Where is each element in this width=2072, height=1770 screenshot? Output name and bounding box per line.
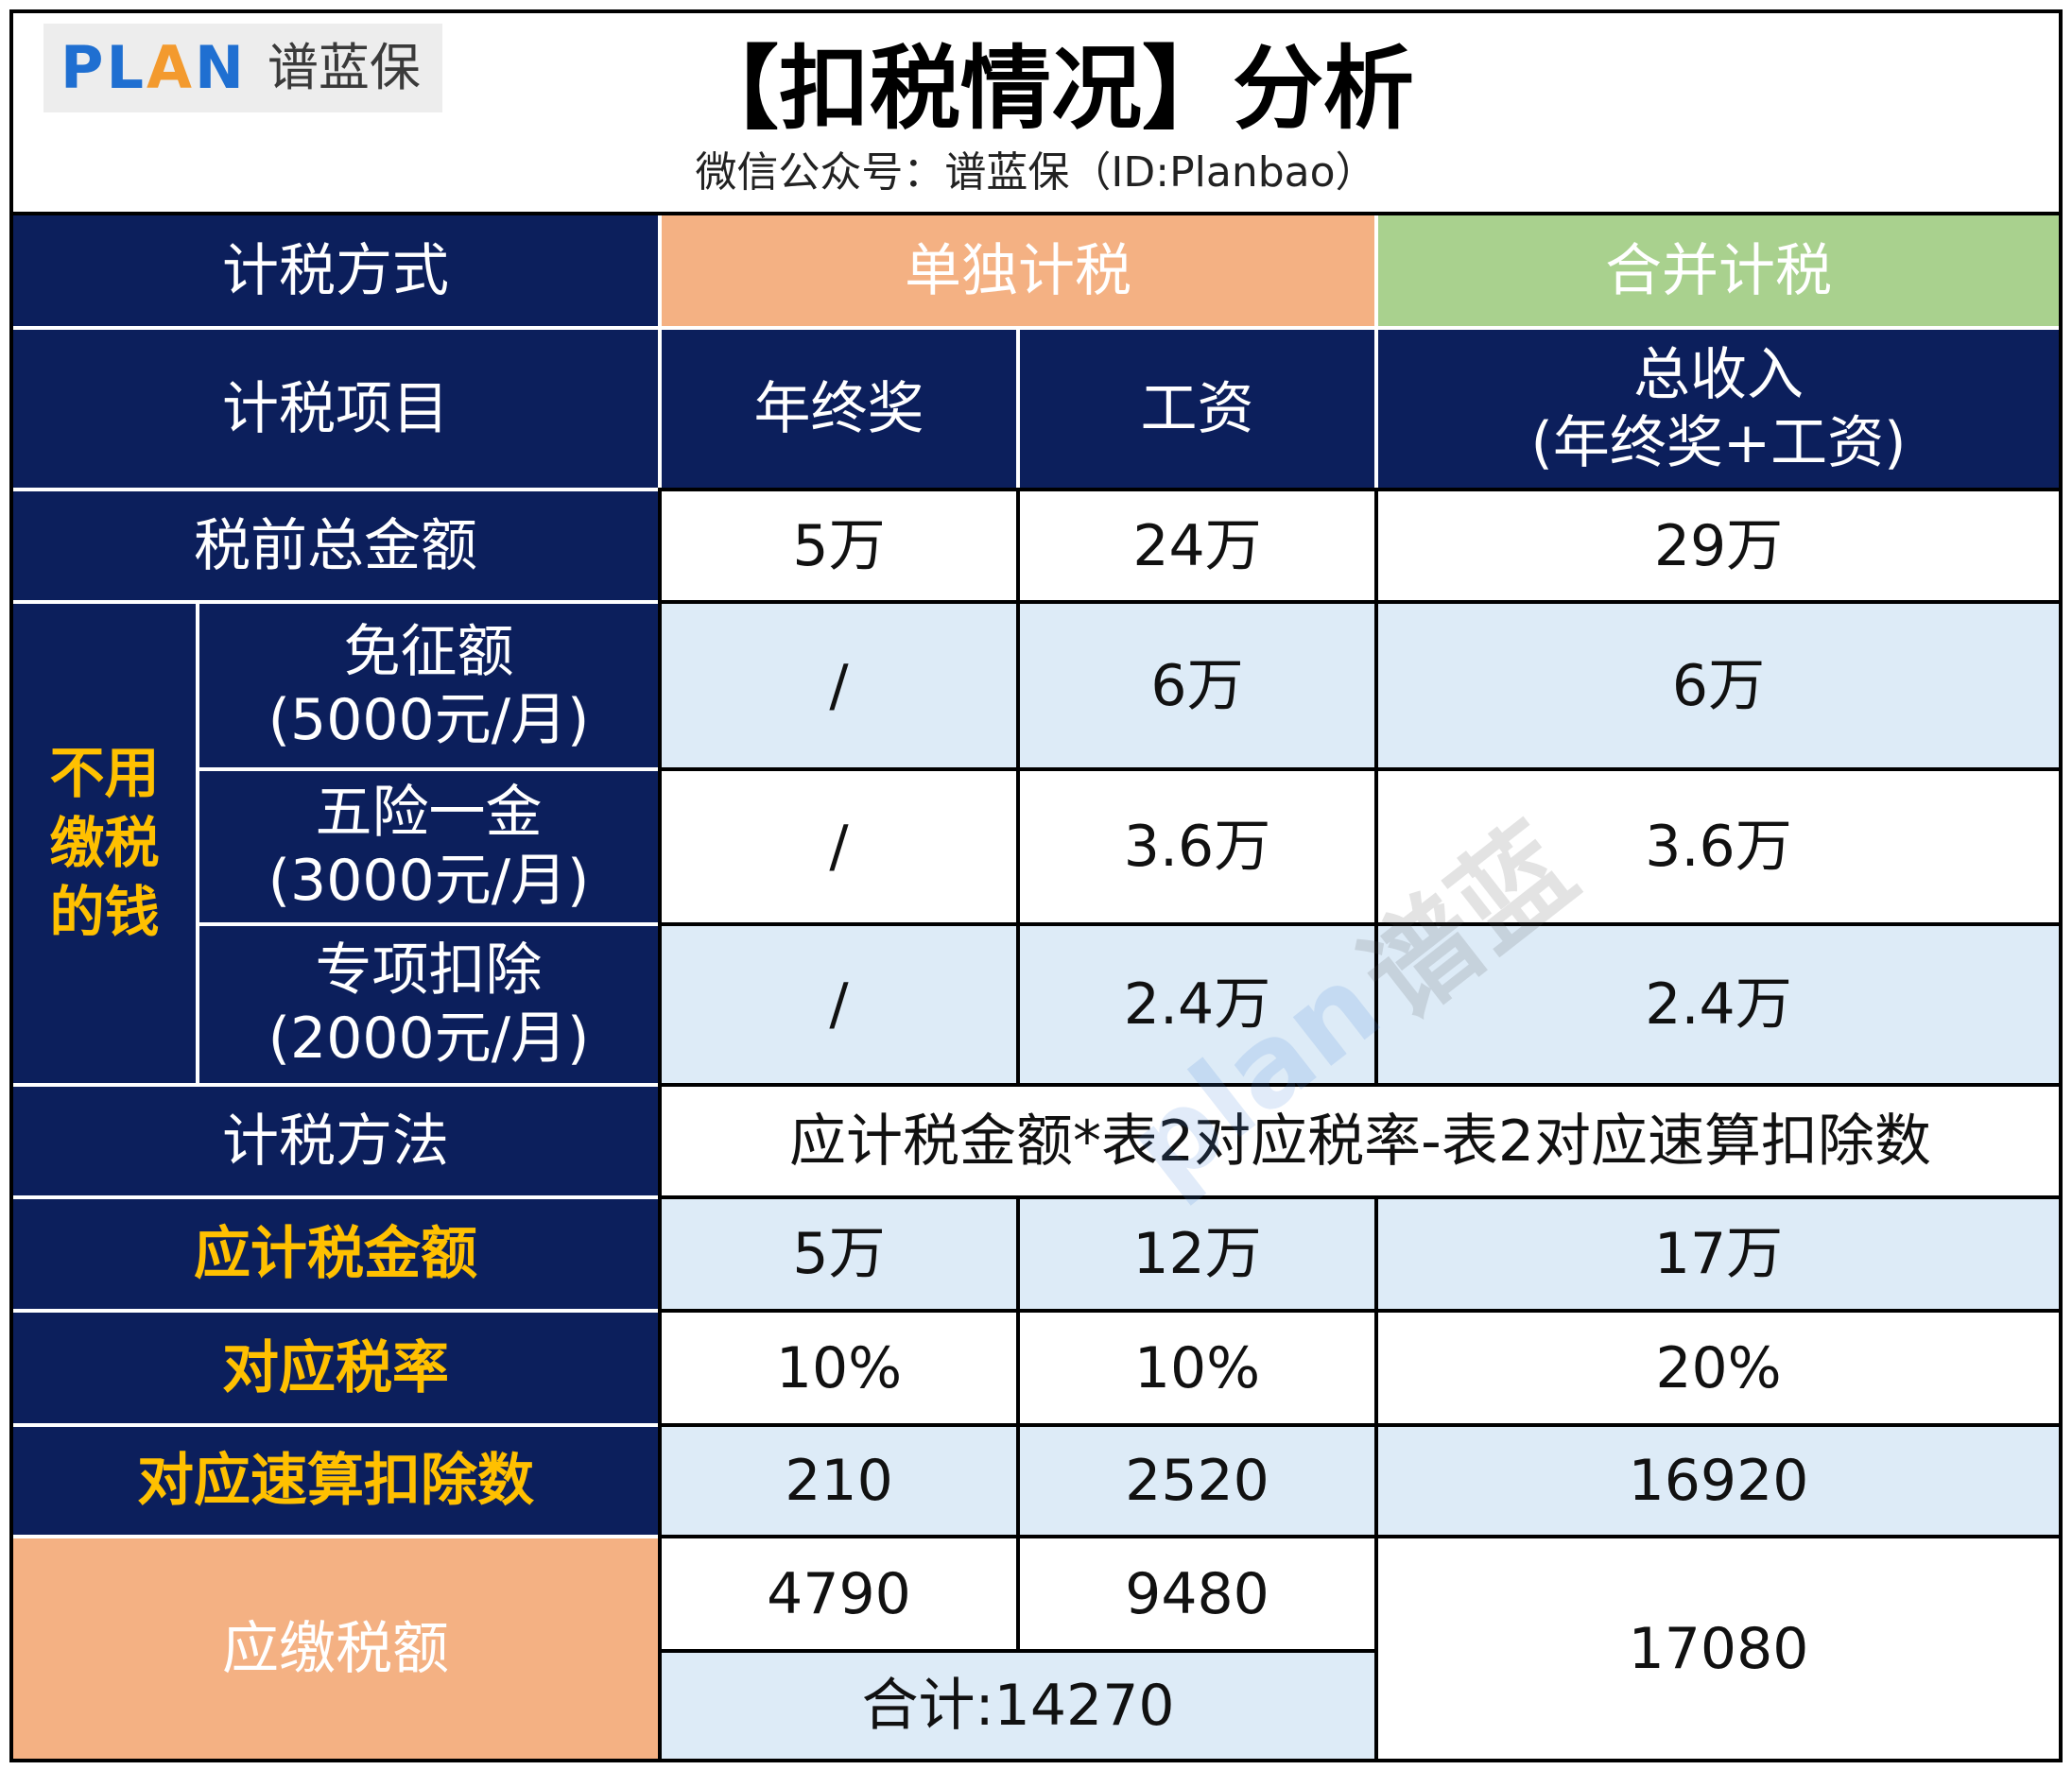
column-header-text: 工资 — [1140, 375, 1254, 442]
row-label-social-insurance: 五险一金 (3000元/月) — [199, 771, 658, 922]
cell-insurance-total: 3.6万 — [1378, 771, 2059, 922]
cell-pretax-bonus: 5万 — [662, 491, 1016, 600]
row-label-tax-items: 计税项目 — [13, 330, 658, 488]
row-label-text: 计税方法 — [222, 1108, 449, 1175]
cell-special-bonus: / — [662, 926, 1016, 1083]
row-label-text: 五险一金 — [315, 780, 543, 846]
header-combined-tax-text: 合并计税 — [1605, 237, 1832, 304]
formula-text: 应计税金额*表2对应税率-表2对应速算扣除数 — [789, 1108, 1931, 1175]
column-header-bonus: 年终奖 — [662, 330, 1016, 488]
cell-payable-bonus: 4790 — [662, 1538, 1016, 1649]
cell-insurance-bonus: / — [662, 771, 1016, 922]
row-label-pretax-total: 税前总金额 — [13, 491, 658, 600]
cell-value: 17080 — [1628, 1615, 1809, 1682]
cell-deduction-bonus: 210 — [662, 1427, 1016, 1535]
cell-value: 12万 — [1132, 1221, 1262, 1287]
logo-wordmark-pl: PL — [60, 33, 147, 102]
cell-special-total: 2.4万 — [1378, 926, 2059, 1083]
cell-value: 24万 — [1132, 512, 1262, 579]
row-label-note: (2000元/月) — [268, 1005, 590, 1072]
cell-payable-salary: 9480 — [1020, 1538, 1374, 1649]
cell-deduction-salary: 2520 — [1020, 1427, 1374, 1535]
group-label-tax-free: 不用缴税的钱 — [13, 604, 196, 1083]
cell-value: 9480 — [1125, 1560, 1269, 1627]
cell-value: 10% — [1133, 1334, 1261, 1401]
cell-value: 2.4万 — [1645, 971, 1792, 1038]
cell-taxable-total: 17万 — [1378, 1199, 2059, 1309]
cell-rate-total: 20% — [1378, 1313, 2059, 1423]
cell-taxable-salary: 12万 — [1020, 1199, 1374, 1309]
header-separate-tax: 单独计税 — [662, 215, 1374, 326]
cell-exemption-total: 6万 — [1378, 604, 2059, 767]
row-label-note: (5000元/月) — [268, 686, 590, 753]
row-label-exemption: 免征额 (5000元/月) — [199, 604, 658, 767]
cell-value: 3.6万 — [1645, 814, 1792, 880]
row-label-tax-method: 计税方式 — [13, 215, 658, 326]
row-label-tax-payable: 应缴税额 — [13, 1538, 658, 1759]
page-title: 【扣税情况】分析 — [688, 36, 1414, 142]
cell-value: 2.4万 — [1123, 971, 1271, 1038]
row-label-text: 对应速算扣除数 — [137, 1448, 534, 1514]
row-label-text: 应缴税额 — [222, 1615, 449, 1682]
logo-wordmark: PLAN — [60, 39, 247, 97]
cell-value: 16920 — [1628, 1448, 1809, 1514]
cell-value: 5万 — [792, 512, 886, 579]
cell-value: 5万 — [792, 1221, 886, 1287]
group-label-text: 不用缴税的钱 — [49, 741, 160, 945]
column-header-note: (年终奖+工资) — [1530, 409, 1907, 476]
row-label-text: 计税方式 — [222, 237, 449, 304]
cell-value: 6万 — [1671, 652, 1766, 719]
header-separate-tax-text: 单独计税 — [905, 237, 1131, 304]
row-label-quick-deduction: 对应速算扣除数 — [13, 1427, 658, 1535]
row-label-tax-formula: 计税方法 — [13, 1087, 658, 1195]
cell-tax-formula: 应计税金额*表2对应税率-表2对应速算扣除数 — [662, 1087, 2059, 1195]
logo-wordmark-n: N — [194, 33, 247, 102]
cell-value: 3.6万 — [1123, 814, 1271, 880]
cell-value: 29万 — [1653, 512, 1784, 579]
column-header-salary: 工资 — [1020, 330, 1374, 488]
cell-value: 20% — [1655, 1334, 1782, 1401]
cell-exemption-salary: 6万 — [1020, 604, 1374, 767]
logo-name: 谱蓝保 — [267, 38, 421, 97]
cell-pretax-total: 29万 — [1378, 491, 2059, 600]
cell-rate-salary: 10% — [1020, 1313, 1374, 1423]
header-combined-tax: 合并计税 — [1378, 215, 2059, 326]
row-label-text: 专项扣除 — [315, 937, 543, 1004]
cell-value: 17万 — [1653, 1221, 1784, 1287]
cell-rate-bonus: 10% — [662, 1313, 1016, 1423]
cell-deduction-total: 16920 — [1378, 1427, 2059, 1535]
cell-value: 合计:14270 — [861, 1673, 1175, 1739]
row-label-text: 对应税率 — [222, 1334, 449, 1401]
cell-value: 2520 — [1125, 1448, 1269, 1514]
logo-house-a: A — [146, 33, 195, 102]
cell-value: 10% — [775, 1334, 903, 1401]
column-header-text: 总收入 — [1633, 341, 1804, 408]
cell-value: 210 — [785, 1448, 893, 1514]
brand-logo: PLAN 谱蓝保 — [43, 24, 442, 112]
row-label-taxable-amount: 应计税金额 — [13, 1199, 658, 1309]
cell-payable-total: 17080 — [1378, 1538, 2059, 1759]
cell-insurance-salary: 3.6万 — [1020, 771, 1374, 922]
cell-value: / — [829, 814, 849, 880]
row-label-note: (3000元/月) — [268, 848, 590, 914]
cell-value: / — [829, 652, 849, 719]
row-label-text: 免征额 — [343, 618, 514, 685]
cell-exemption-bonus: / — [662, 604, 1016, 767]
row-label-text: 税前总金额 — [194, 512, 477, 579]
cell-payable-separate-sum: 合计:14270 — [662, 1653, 1374, 1759]
cell-taxable-bonus: 5万 — [662, 1199, 1016, 1309]
cell-special-salary: 2.4万 — [1020, 926, 1374, 1083]
row-label-text: 应计税金额 — [194, 1221, 477, 1287]
cell-value: 4790 — [767, 1560, 911, 1627]
row-label-tax-rate: 对应税率 — [13, 1313, 658, 1423]
column-header-total-income: 总收入 (年终奖+工资) — [1378, 330, 2059, 488]
row-label-special-deduction: 专项扣除 (2000元/月) — [199, 926, 658, 1083]
row-label-text: 计税项目 — [222, 375, 449, 442]
column-header-text: 年终奖 — [753, 375, 924, 442]
cell-value: 6万 — [1150, 652, 1244, 719]
page-subtitle: 微信公众号：谱蓝保（ID:Planbao） — [695, 148, 1377, 197]
cell-pretax-salary: 24万 — [1020, 491, 1374, 600]
cell-value: / — [829, 971, 849, 1038]
